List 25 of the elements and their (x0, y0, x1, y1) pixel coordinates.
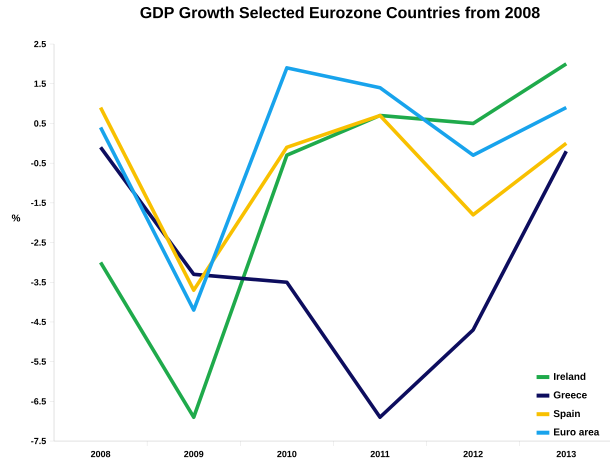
y-tick-label: -0.5 (31, 160, 46, 167)
legend-label: Ireland (554, 372, 586, 380)
x-tick-label: 2010 (277, 451, 296, 458)
x-tick-label: 2011 (370, 451, 390, 458)
y-tick-label: -2.5 (31, 240, 46, 246)
legend-label: Euro area (554, 428, 600, 436)
y-tick-label: 2.5 (34, 41, 46, 48)
chart-title: GDP Growth Selected Eurozone Countries from 2008 (140, 6, 540, 18)
y-tick-label: -4.5 (31, 319, 46, 326)
x-tick-label: 2012 (463, 451, 483, 458)
line-series (98, 106, 568, 292)
y-tick-label: 0.5 (34, 120, 46, 127)
x-tick-label: 2008 (90, 451, 110, 458)
x-tick-label: 2009 (184, 451, 204, 458)
legend-label: Spain (554, 410, 580, 420)
y-tick-label: 1.5 (34, 80, 46, 88)
y-tick-label: -1.5 (31, 200, 46, 206)
y-tick-label: -6.5 (31, 398, 46, 405)
y-axis-title: % (12, 214, 20, 222)
legend-label: Greece (554, 392, 587, 399)
y-tick-label: -5.5 (31, 358, 46, 366)
y-tick-label: -3.5 (31, 279, 46, 286)
y-tick-label: -7.5 (31, 438, 46, 444)
line-series (98, 66, 568, 312)
x-tick-label: 2013 (556, 451, 576, 458)
